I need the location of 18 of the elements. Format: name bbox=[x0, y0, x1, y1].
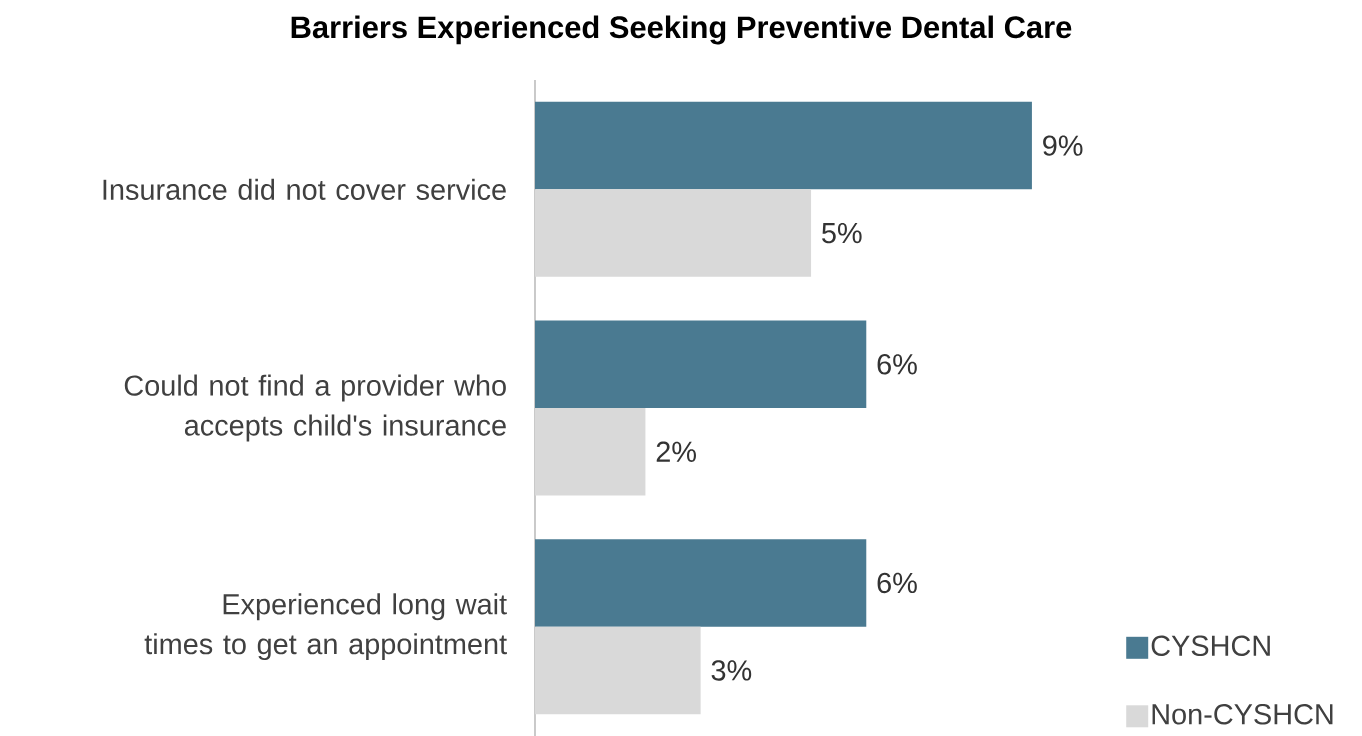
legend-label: Non-CYSHCN bbox=[1152, 704, 1333, 725]
bar bbox=[535, 101, 1032, 190]
data-label: 6% bbox=[877, 572, 917, 594]
bar bbox=[535, 539, 867, 627]
y-tick-label: Could not find a provider who accepts child's insurance bbox=[124, 374, 506, 442]
y-tick-label: Insurance did not cover service bbox=[103, 178, 506, 200]
bar bbox=[535, 408, 646, 496]
bar bbox=[535, 189, 812, 277]
data-label: 6% bbox=[877, 354, 917, 375]
data-label: 3% bbox=[711, 660, 752, 681]
data-label: 2% bbox=[656, 441, 696, 462]
bar bbox=[535, 320, 867, 409]
bar bbox=[535, 626, 701, 715]
data-label: 9% bbox=[1043, 135, 1083, 156]
data-label: 5% bbox=[822, 222, 862, 244]
legend-label: CYSHCN bbox=[1151, 635, 1270, 656]
chart-title: Barriers Experienced Seeking Preventive Dental Care bbox=[291, 15, 1072, 45]
y-tick-label: Experienced long wait times to get an appointment bbox=[144, 593, 507, 661]
